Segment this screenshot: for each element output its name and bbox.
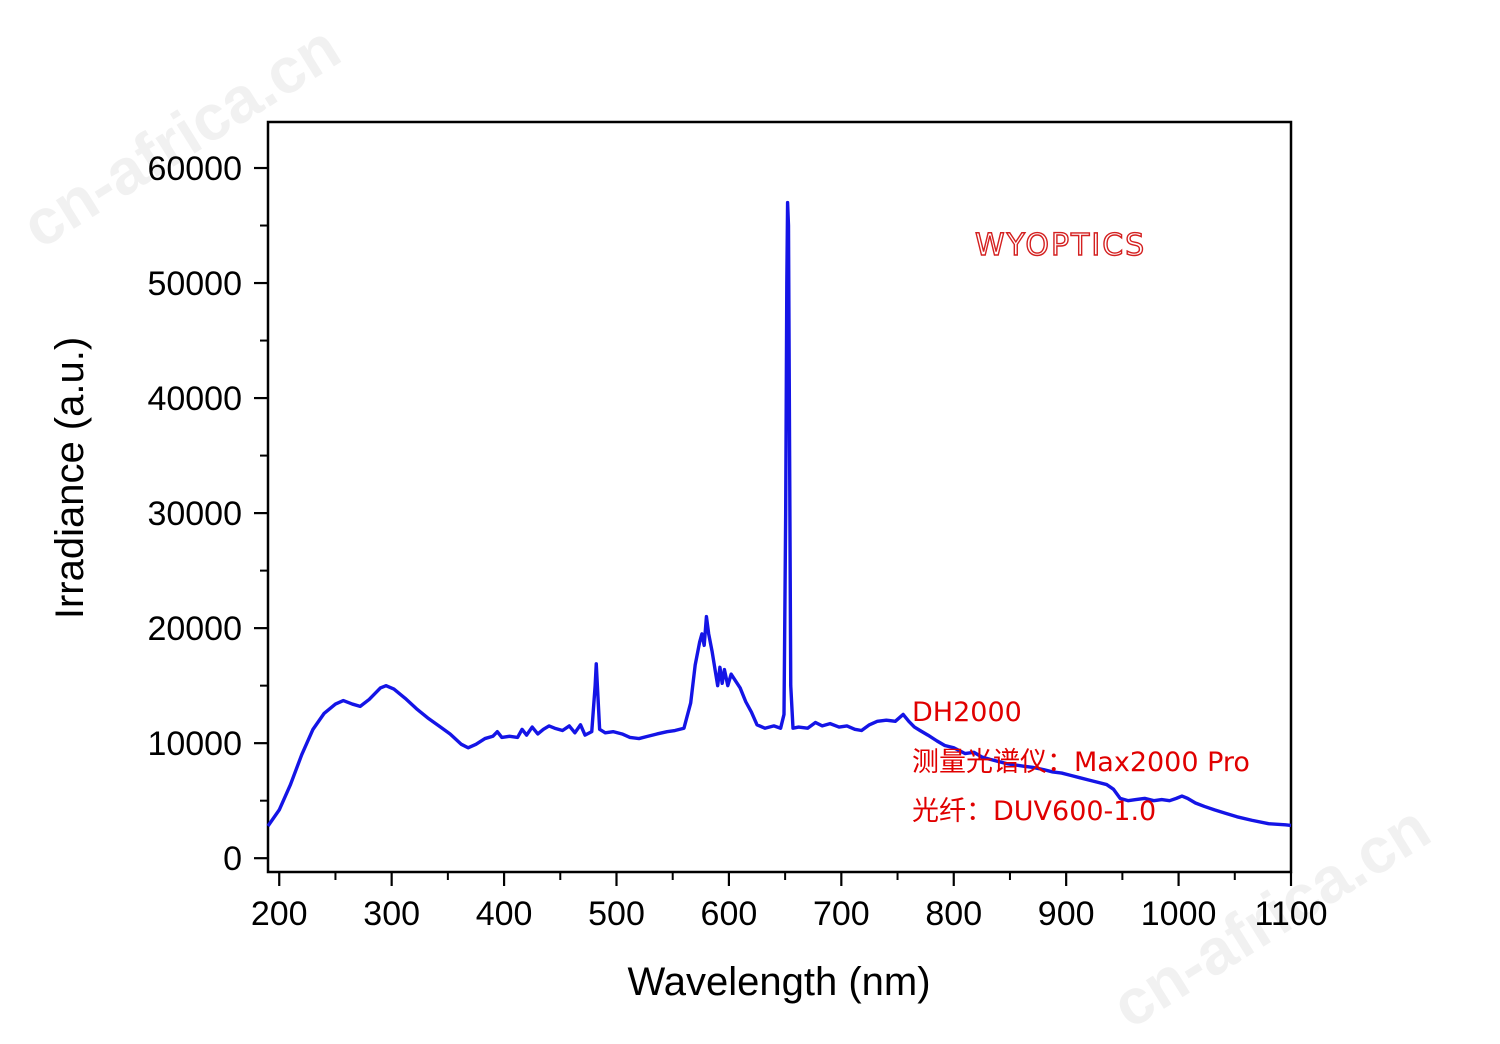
y-tick-label: 60000 xyxy=(147,150,242,188)
annotation-line-2: 测量光谱仪：Max2000 Pro xyxy=(912,747,1250,778)
x-tick-label: 900 xyxy=(1038,895,1095,933)
y-tick-label: 10000 xyxy=(147,725,242,763)
watermark-top-left: cn-africa.cn xyxy=(9,10,352,261)
irradiance-series-line xyxy=(266,200,1292,828)
x-tick-label: 300 xyxy=(363,895,420,933)
x-axis-ticks xyxy=(278,872,1293,886)
x-tick-label: 500 xyxy=(588,895,645,933)
y-tick-label: 50000 xyxy=(147,265,242,303)
brand-annotation: WYOPTICS xyxy=(975,228,1146,263)
annotation-line-1: DH2000 xyxy=(912,697,1022,728)
x-tick-label: 700 xyxy=(813,895,870,933)
y-tick-label: 30000 xyxy=(147,495,242,533)
y-tick-label: 20000 xyxy=(147,610,242,648)
y-tick-label: 0 xyxy=(223,840,242,878)
x-tick-label: 600 xyxy=(701,895,758,933)
x-axis-tick-labels: 200 300 400 500 600 700 800 900 1000 1100 xyxy=(251,895,1328,933)
y-tick-label: 40000 xyxy=(147,380,242,418)
x-tick-label: 1000 xyxy=(1141,895,1217,933)
plot-frame xyxy=(266,120,1293,874)
x-tick-label: 800 xyxy=(925,895,982,933)
y-axis-ticks xyxy=(254,166,268,860)
y-axis-label: Irradiance (a.u.) xyxy=(48,337,92,619)
y-axis-tick-labels: 0 10000 20000 30000 40000 50000 60000 xyxy=(147,150,242,878)
x-tick-label: 400 xyxy=(476,895,533,933)
x-axis-label: Wavelength (nm) xyxy=(627,960,930,1004)
annotation-line-3: 光纤：DUV600-1.0 xyxy=(912,796,1156,827)
x-tick-label: 200 xyxy=(251,895,308,933)
x-tick-label: 1100 xyxy=(1254,895,1327,933)
